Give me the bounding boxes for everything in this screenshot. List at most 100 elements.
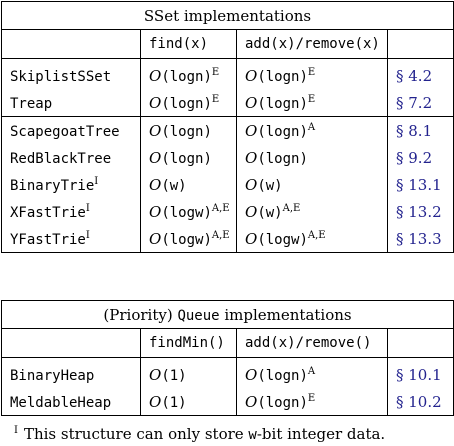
structure-name: ScapegoatTree [10,123,120,140]
structure-name-superscript: I [85,229,90,241]
find-complexity-arg: (logw) [161,231,212,248]
table-row: RedBlackTree O(logn) O(logn) § 9.2 [1,144,454,171]
structure-name-cell: SkiplistSSet [1,58,141,89]
table-row: BinaryHeap O(1) O(logn)A § 10.1 [1,357,454,388]
add-remove-complexity-cell: O(w)A,E [236,198,388,225]
find-complexity-big-o: O [149,365,162,384]
add-remove-complexity-arg: (logn) [257,394,308,411]
find-complexity-big-o: O [149,392,162,411]
structure-name: MeldableHeap [10,394,112,411]
header-blank [1,29,141,59]
add-remove-complexity-arg: (w) [257,177,283,194]
footnote-mark: I [14,425,18,436]
header-blank-ref [386,29,454,59]
add-remove-complexity-big-o: O [245,392,258,411]
structure-name: XFastTrie [10,204,86,221]
structure-name-superscript: I [94,175,99,187]
structure-name-cell: ScapegoatTree [1,116,141,144]
footnote-text-end: -bit integer data. [256,425,386,443]
section-reference-link[interactable]: § 10.1 [386,357,454,388]
find-complexity-cell: O(logn) [140,116,237,144]
priority-queue-implementations-table: (Priority) Queue implementations findMin… [0,300,454,416]
add-remove-complexity-big-o: O [245,121,258,140]
add-remove-complexity-superscript: E [307,93,316,105]
find-complexity-big-o: O [149,66,162,85]
sset-implementations-table: SSet implementations find(x) add(x)/remo… [0,1,454,253]
find-complexity-cell: O(logn)E [140,58,237,89]
add-remove-complexity-big-o: O [245,229,258,248]
section-reference-link[interactable]: § 7.2 [386,89,454,117]
find-complexity-arg: (1) [161,394,187,411]
find-complexity-superscript: E [211,66,220,78]
pq-title-suffix: implementations [219,305,352,324]
header-add-remove: add(x)/remove(x) [236,29,388,59]
add-remove-complexity-arg: (logn) [257,367,308,384]
find-complexity-big-o: O [149,175,162,194]
header-blank [1,328,141,358]
find-complexity-arg: (logn) [161,68,212,85]
add-remove-complexity-superscript: A,E [282,202,301,214]
header-add-remove: add(x)/remove() [236,328,388,358]
find-complexity-arg: (logn) [161,123,212,140]
pq-title-queue: Queue [177,307,220,324]
add-remove-complexity-arg: (logn) [257,68,308,85]
find-complexity-cell: O(logn) [140,144,237,171]
find-complexity-cell: O(w) [140,171,237,198]
find-complexity-arg: (logw) [161,204,212,221]
find-complexity-arg: (logn) [161,95,212,112]
structure-name: YFastTrie [10,231,86,248]
section-reference-link[interactable]: § 10.2 [386,388,454,416]
add-remove-complexity-cell: O(w) [236,171,388,198]
structure-name: RedBlackTree [10,150,112,167]
find-complexity-cell: O(1) [140,357,237,388]
pq-table-title: (Priority) Queue implementations [0,300,454,329]
structure-name-cell: BinaryHeap [1,357,141,388]
add-remove-complexity-cell: O(logn) [236,144,388,171]
add-remove-complexity-cell: O(logn)E [236,58,388,89]
section-reference-link[interactable]: § 9.2 [386,144,454,171]
table-row: MeldableHeap O(1) O(logn)E § 10.2 [1,388,454,416]
find-complexity-cell: O(logn)E [140,89,237,117]
section-reference-link[interactable]: § 8.1 [386,116,454,144]
find-complexity-cell: O(logw)A,E [140,198,237,225]
structure-name-cell: MeldableHeap [1,388,141,416]
table-row: Treap O(logn)E O(logn)E § 7.2 [1,89,454,117]
structure-name-cell: XFastTrieI [1,198,141,225]
add-remove-complexity-superscript: E [307,66,316,78]
add-remove-complexity-big-o: O [245,202,258,221]
section-reference-link[interactable]: § 13.2 [386,198,454,225]
pq-header-row: findMin() add(x)/remove() [1,328,454,358]
footnote-text-start: This structure can only store [23,425,249,443]
add-remove-complexity-arg: (logn) [257,123,308,140]
pq-title-prefix: (Priority) [103,305,178,324]
find-complexity-big-o: O [149,121,162,140]
footnote: I This structure can only store w-bit int… [14,425,385,443]
sset-table-title: SSet implementations [0,1,454,30]
add-remove-complexity-big-o: O [245,365,258,384]
table-row: ScapegoatTree O(logn) O(logn)A § 8.1 [1,116,454,144]
table-row: YFastTrieI O(logw)A,E O(logw)A,E § 13.3 [1,225,454,253]
find-complexity-big-o: O [149,148,162,167]
add-remove-complexity-arg: (w) [257,204,283,221]
add-remove-complexity-cell: O(logn)E [236,388,388,416]
find-complexity-big-o: O [149,93,162,112]
add-remove-complexity-cell: O(logn)E [236,89,388,117]
add-remove-complexity-cell: O(logw)A,E [236,225,388,253]
section-reference-link[interactable]: § 4.2 [386,58,454,89]
add-remove-complexity-superscript: E [307,392,316,404]
header-find: find(x) [140,29,237,59]
add-remove-complexity-superscript: A [307,365,316,377]
section-reference-link[interactable]: § 13.1 [386,171,454,198]
find-complexity-superscript: E [211,93,220,105]
table-row: SkiplistSSet O(logn)E O(logn)E § 4.2 [1,58,454,89]
find-complexity-arg: (logn) [161,150,212,167]
add-remove-complexity-superscript: A [307,121,316,133]
section-reference-link[interactable]: § 13.3 [386,225,454,253]
add-remove-complexity-big-o: O [245,66,258,85]
find-complexity-big-o: O [149,202,162,221]
structure-name: Treap [10,95,53,112]
table-row: BinaryTrieI O(w) O(w) § 13.1 [1,171,454,198]
header-findmin: findMin() [140,328,237,358]
structure-name-cell: YFastTrieI [1,225,141,253]
find-complexity-cell: O(logw)A,E [140,225,237,253]
